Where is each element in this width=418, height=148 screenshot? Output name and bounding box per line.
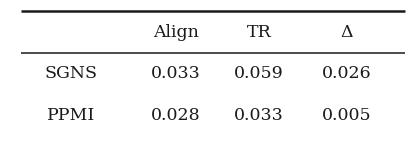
Text: 0.033: 0.033 <box>234 107 284 124</box>
Text: SGNS: SGNS <box>45 66 97 82</box>
Text: Align: Align <box>153 24 199 41</box>
Text: PPMI: PPMI <box>47 107 95 124</box>
Text: 0.033: 0.033 <box>150 66 201 82</box>
Text: 0.026: 0.026 <box>322 66 372 82</box>
Text: 0.005: 0.005 <box>322 107 372 124</box>
Text: Δ: Δ <box>341 24 353 41</box>
Text: 0.028: 0.028 <box>151 107 200 124</box>
Text: TR: TR <box>247 24 272 41</box>
Text: 0.059: 0.059 <box>234 66 284 82</box>
